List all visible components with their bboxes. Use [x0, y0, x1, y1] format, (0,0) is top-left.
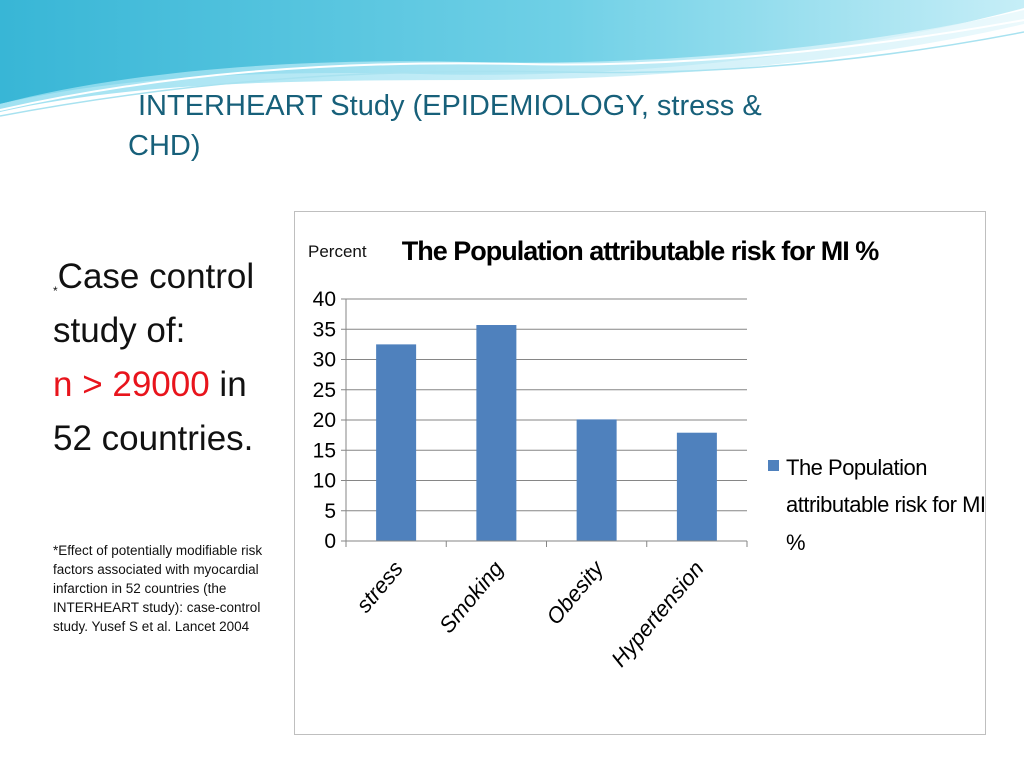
study-line-1: *Case control — [53, 250, 293, 304]
study-line-2: study of: — [53, 311, 186, 350]
y-tick-label: 20 — [313, 409, 336, 432]
bar-smoking — [476, 325, 517, 541]
bar-hypertension — [676, 432, 717, 541]
y-tick-label: 40 — [313, 288, 336, 311]
x-category-label: Obesity — [541, 555, 609, 630]
study-line-1-text: Case control — [57, 257, 255, 296]
x-category-label: Smoking — [434, 556, 509, 638]
asterisk-marker: * — [53, 284, 58, 298]
y-tick-labels: 0 5 10 15 20 25 30 35 40 — [313, 288, 336, 553]
legend-swatch — [768, 460, 779, 471]
y-tick-label: 25 — [313, 379, 336, 402]
legend-label-line2: attributable risk for MI — [786, 492, 985, 517]
slide-title-line2: CHD) — [128, 130, 201, 162]
bar-stress — [376, 344, 417, 541]
legend-label-line1: The Population — [786, 455, 927, 480]
y-tick-label: 35 — [313, 318, 336, 341]
bar-chart: Percent The Population attributable risk… — [308, 236, 985, 672]
axes — [345, 299, 748, 547]
x-category-label: Hypertension — [606, 556, 708, 671]
y-tick-label: 5 — [324, 500, 336, 523]
slide-title: INTERHEART Study (EPIDEMIOLOGY, stress &… — [128, 86, 848, 166]
y-tick-label: 15 — [313, 439, 336, 462]
y-tick-label: 10 — [313, 470, 336, 493]
x-category-label: stress — [351, 556, 408, 617]
study-line-3-suffix: in — [209, 365, 247, 404]
legend-label-line3: % — [786, 530, 805, 555]
y-axis-label: Percent — [308, 242, 367, 261]
study-line-4: 52 countries. — [53, 419, 254, 458]
chart-frame: Percent The Population attributable risk… — [294, 211, 986, 735]
chart-title: The Population attributable risk for MI … — [402, 236, 880, 266]
header-swoosh-decoration — [0, 0, 1024, 117]
y-tick-label: 30 — [313, 349, 336, 372]
bar-obesity — [576, 419, 617, 541]
sample-size-highlight: n > 29000 — [53, 365, 210, 404]
study-description: *Case control study of: n > 29000 in 52 … — [53, 250, 293, 466]
legend: The Population attributable risk for MI … — [768, 455, 985, 555]
study-line-3: n > 29000 in — [53, 358, 293, 412]
y-tick-label: 0 — [324, 530, 336, 553]
footnote-citation: *Effect of potentially modifiable risk f… — [53, 543, 263, 634]
slide-title-line1: INTERHEART Study (EPIDEMIOLOGY, stress & — [138, 90, 762, 122]
bars — [376, 325, 717, 541]
